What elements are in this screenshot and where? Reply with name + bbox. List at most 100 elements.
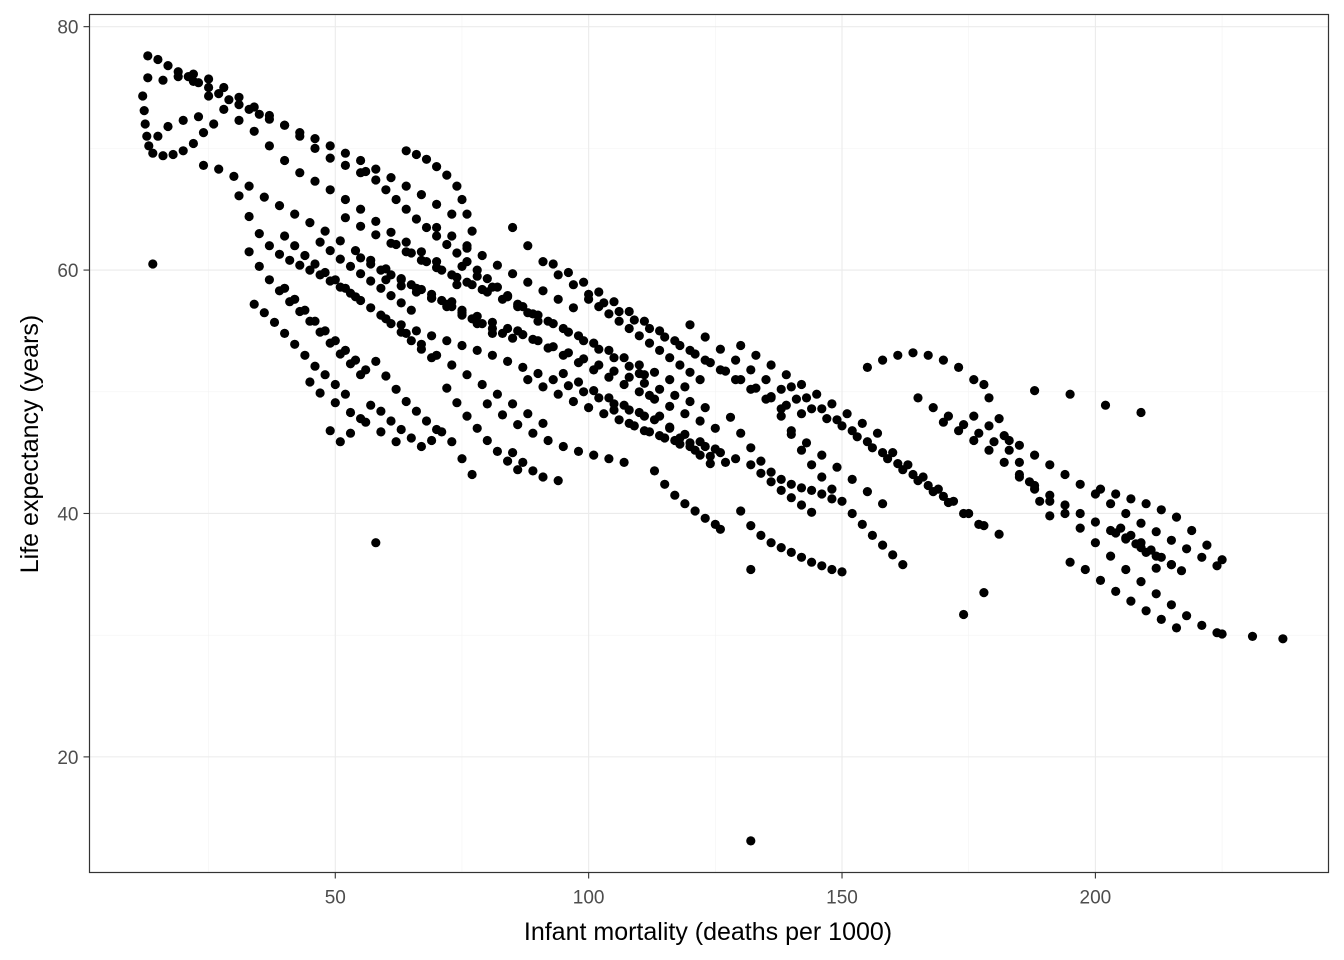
- data-point: [503, 356, 513, 366]
- data-point: [259, 308, 269, 318]
- x-axis-ticks: 50 100 150 200: [325, 872, 1111, 909]
- data-point: [224, 95, 234, 105]
- data-point: [173, 72, 183, 82]
- data-point: [568, 280, 579, 290]
- data-point: [330, 398, 340, 408]
- data-point: [1095, 484, 1106, 494]
- data-point: [786, 382, 796, 392]
- data-point: [665, 353, 675, 363]
- data-point: [817, 450, 827, 460]
- data-point: [1121, 533, 1131, 543]
- data-point: [427, 289, 437, 299]
- data-point: [959, 420, 969, 430]
- data-point: [736, 506, 746, 516]
- data-point: [680, 382, 690, 392]
- data-point: [715, 524, 726, 534]
- data-point: [908, 348, 918, 358]
- data-point: [817, 404, 827, 414]
- data-point: [280, 328, 290, 338]
- data-point: [746, 564, 756, 575]
- data-point: [406, 433, 416, 443]
- data-point: [325, 141, 335, 151]
- data-point: [999, 457, 1009, 467]
- data-point: [1106, 499, 1116, 509]
- data-point: [214, 89, 224, 99]
- data-point: [330, 336, 340, 346]
- data-point: [300, 250, 310, 261]
- data-point: [801, 393, 812, 403]
- data-point: [421, 222, 432, 233]
- data-point: [685, 320, 695, 330]
- data-point: [573, 446, 584, 456]
- data-point: [381, 371, 391, 381]
- data-point: [1151, 563, 1161, 573]
- data-point: [487, 282, 497, 292]
- data-point: [427, 331, 437, 341]
- data-point: [817, 489, 827, 499]
- data-point: [1176, 566, 1187, 576]
- data-point: [832, 462, 842, 472]
- data-point: [295, 260, 305, 270]
- data-point: [371, 175, 381, 185]
- data-point: [386, 173, 396, 183]
- data-point: [862, 362, 873, 372]
- y-tick-label: 20: [57, 748, 78, 769]
- data-point: [234, 100, 244, 110]
- data-point: [943, 411, 954, 421]
- data-point: [1060, 469, 1070, 480]
- data-point: [796, 409, 807, 419]
- data-point: [634, 360, 644, 370]
- data-point: [330, 275, 340, 285]
- data-point: [295, 168, 305, 178]
- data-point: [553, 294, 563, 304]
- data-point: [624, 418, 634, 428]
- data-point: [432, 424, 442, 435]
- data-point: [280, 155, 290, 166]
- data-point: [340, 345, 350, 355]
- data-point: [604, 345, 614, 355]
- data-point: [234, 92, 244, 102]
- data-point: [310, 134, 320, 144]
- data-point: [776, 485, 786, 495]
- data-point: [406, 305, 416, 315]
- data-point: [1247, 631, 1258, 642]
- data-point: [1202, 540, 1212, 550]
- data-point: [462, 241, 472, 251]
- data-point: [310, 259, 320, 269]
- data-point: [366, 276, 376, 286]
- data-point: [832, 415, 842, 425]
- data-point: [452, 280, 462, 290]
- data-point: [518, 362, 528, 372]
- data-point: [234, 115, 244, 125]
- data-point: [543, 435, 553, 446]
- data-point: [756, 456, 766, 466]
- data-point: [1166, 535, 1176, 545]
- data-point: [513, 326, 523, 336]
- data-point: [442, 239, 452, 250]
- data-point: [401, 146, 411, 156]
- data-point: [1166, 600, 1176, 610]
- data-point: [254, 261, 264, 271]
- data-point: [619, 400, 629, 410]
- data-point: [776, 404, 786, 414]
- data-point: [639, 370, 650, 380]
- data-point: [386, 238, 396, 248]
- data-point: [310, 176, 320, 186]
- y-tick-label: 60: [57, 261, 78, 282]
- data-point: [1111, 528, 1121, 538]
- data-point: [290, 241, 300, 251]
- data-point: [548, 319, 558, 329]
- data-point: [786, 493, 796, 503]
- data-point: [685, 441, 695, 452]
- data-point: [513, 465, 523, 475]
- data-point: [290, 294, 300, 304]
- data-point: [467, 226, 477, 236]
- data-point: [1212, 561, 1222, 571]
- data-point: [432, 199, 442, 209]
- data-point: [432, 162, 442, 172]
- y-tick-label: 40: [57, 504, 78, 525]
- data-point: [660, 332, 670, 342]
- data-point: [898, 560, 908, 570]
- data-point: [1217, 629, 1227, 639]
- data-point: [695, 450, 705, 460]
